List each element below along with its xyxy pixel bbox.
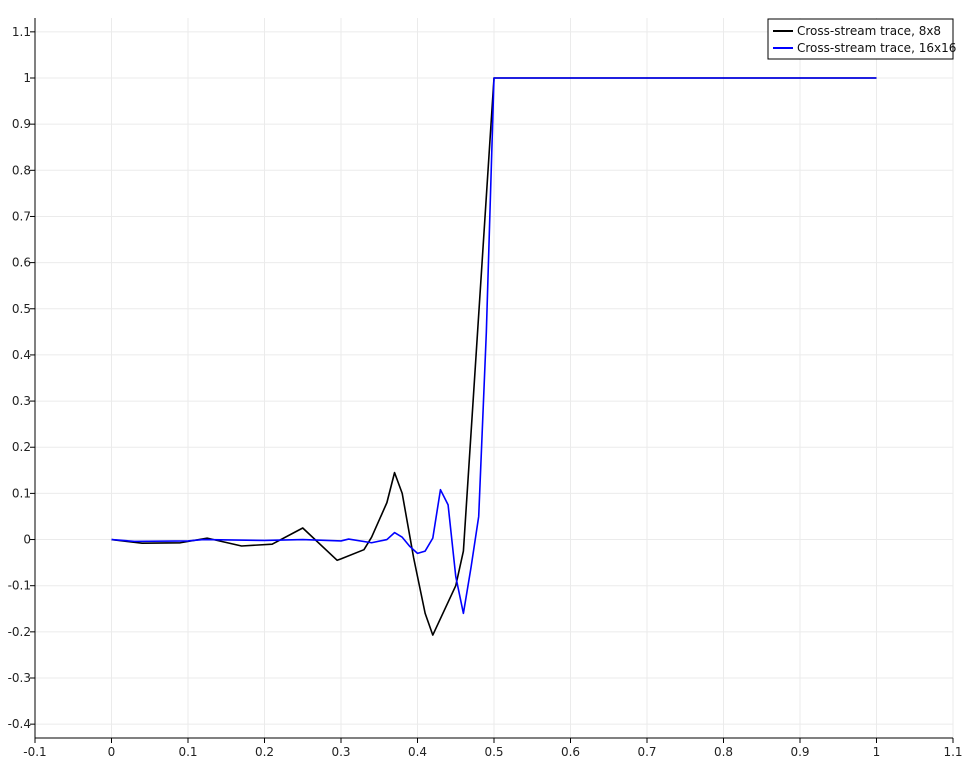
x-tick-label: 0.7	[637, 745, 656, 759]
y-tick-label: 0.8	[12, 163, 31, 177]
y-tick-label: 0	[23, 533, 31, 547]
y-tick-label: 0.7	[12, 209, 31, 223]
legend: Cross-stream trace, 8x8 Cross-stream trac…	[767, 18, 956, 60]
x-tick-label: 0.2	[255, 745, 274, 759]
y-tick-label: 1.1	[12, 25, 31, 39]
x-tick-label: 0.6	[561, 745, 580, 759]
series-layer	[111, 77, 877, 636]
x-tick-label: 0	[108, 745, 116, 759]
legend-box	[767, 18, 954, 60]
y-tick-label: 0.2	[12, 440, 31, 454]
x-tick-label: 1.1	[943, 745, 962, 759]
y-tick-label: -0.1	[8, 579, 31, 593]
y-tick-label: -0.2	[8, 625, 31, 639]
y-tick-label: 0.5	[12, 302, 31, 316]
grid	[34, 18, 954, 738]
y-tick-label: -0.4	[8, 717, 31, 731]
x-tick-label: 0.5	[484, 745, 503, 759]
x-tick-label: 0.3	[331, 745, 350, 759]
y-tick-label: 0.9	[12, 117, 31, 131]
y-tick-label: 0.3	[12, 394, 31, 408]
x-tick-label: 0.8	[714, 745, 733, 759]
x-tick-label: 0.4	[408, 745, 427, 759]
x-tick-label: 0.9	[790, 745, 809, 759]
y-tick-label: 0.1	[12, 486, 31, 500]
x-tick-label: -0.1	[23, 745, 46, 759]
y-tick-label: -0.3	[8, 671, 31, 685]
legend-label: Cross-stream trace, 8x8	[797, 24, 941, 38]
y-tick-label: 0.4	[12, 348, 31, 362]
legend-label: Cross-stream trace, 16x16	[797, 41, 956, 55]
y-tick-label: 1	[23, 71, 31, 85]
y-tick-label: 0.6	[12, 256, 31, 270]
x-tick-label: 1	[873, 745, 881, 759]
series-line-1	[111, 77, 877, 636]
x-tick-label: 0.1	[178, 745, 197, 759]
axes: -0.1 0 0.1 0.2 0.3 0.4 0.5 0.6 0.7 0.8 0.9 1 1.1 -0.4…	[8, 18, 963, 759]
series-line-2	[111, 77, 877, 615]
